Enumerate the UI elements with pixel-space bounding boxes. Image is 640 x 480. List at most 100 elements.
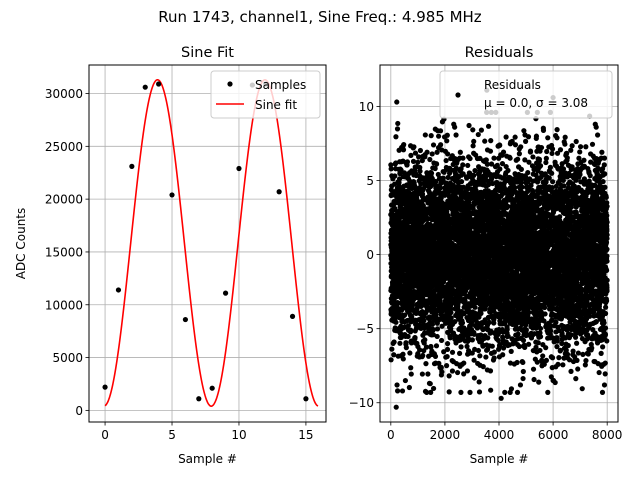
residual-point — [427, 381, 433, 387]
residual-point — [388, 162, 394, 168]
residual-point — [433, 161, 440, 167]
sine-fit-legend-box — [210, 70, 321, 119]
residual-point — [448, 315, 454, 321]
sine-fit-xtick-label: 10 — [231, 428, 246, 442]
residual-point — [394, 126, 401, 132]
residual-point — [409, 314, 415, 320]
residual-point — [416, 154, 422, 160]
residual-point — [445, 151, 451, 157]
residual-point — [514, 389, 521, 395]
residual-point — [470, 127, 476, 133]
residual-point — [401, 170, 408, 176]
residual-point — [488, 387, 494, 393]
residual-point — [433, 343, 440, 349]
residual-point — [469, 337, 475, 343]
residual-point — [395, 120, 401, 127]
residual-point — [444, 353, 450, 360]
residual-point — [408, 365, 414, 371]
residual-point — [437, 294, 444, 301]
legend-sine-fit-label: Sine fit — [255, 98, 297, 112]
sample-point — [276, 189, 282, 195]
residual-point — [424, 389, 430, 395]
residual-point — [419, 157, 425, 164]
residual-point — [428, 343, 434, 350]
residual-point — [429, 175, 435, 182]
residual-point — [412, 150, 419, 156]
residual-point — [439, 369, 445, 375]
residual-point — [477, 353, 483, 359]
residual-point — [486, 319, 492, 325]
residual-point — [459, 320, 466, 326]
residual-point — [408, 371, 414, 377]
residual-point — [397, 340, 403, 346]
residual-point — [467, 155, 473, 162]
residual-point — [421, 348, 427, 354]
residuals-data — [388, 87, 610, 410]
residual-point — [405, 323, 411, 329]
sine-fit-legend: Samples Sine fit — [210, 70, 321, 119]
residual-point — [478, 310, 484, 317]
residual-point — [491, 155, 497, 161]
residual-point — [487, 368, 494, 374]
sample-point — [289, 313, 296, 319]
residual-point — [471, 138, 477, 145]
residual-point — [434, 149, 440, 155]
residual-point — [478, 127, 484, 133]
residual-point — [446, 389, 452, 395]
residual-point — [520, 375, 526, 382]
residual-point — [453, 132, 459, 138]
residual-point — [520, 368, 526, 375]
residual-point — [400, 351, 406, 357]
sine-fit-ytick-label: 25000 — [45, 140, 83, 154]
residual-point — [444, 341, 451, 347]
sample-point — [182, 316, 189, 323]
residual-point — [476, 379, 482, 385]
residual-point — [444, 132, 450, 138]
residual-point — [472, 304, 478, 310]
residual-point — [429, 321, 436, 327]
residual-point — [419, 371, 425, 377]
residual-point — [438, 337, 445, 344]
residual-point — [422, 132, 428, 138]
residual-point — [435, 171, 441, 178]
residual-point — [444, 138, 450, 144]
sample-point — [169, 192, 175, 198]
sample-point — [156, 81, 162, 87]
residual-point — [480, 364, 486, 370]
residual-point — [408, 152, 414, 158]
residual-point — [517, 382, 524, 388]
residual-point — [389, 346, 395, 352]
residual-point — [402, 312, 408, 318]
residual-point — [457, 149, 463, 155]
sample-point — [129, 163, 135, 169]
sine-fit-axes-frame — [88, 64, 327, 423]
residual-point — [518, 166, 524, 172]
residual-point — [485, 123, 492, 129]
residual-point — [388, 357, 394, 363]
sine-fit-ytick-label: 5000 — [52, 351, 83, 365]
sample-point — [142, 84, 148, 90]
residual-point — [475, 347, 482, 354]
residual-point — [449, 368, 456, 374]
residual-point — [443, 157, 449, 164]
residual-point — [519, 184, 525, 190]
residual-point — [508, 386, 515, 392]
residual-point — [436, 360, 442, 366]
residual-point — [471, 172, 477, 178]
sine-fit-panel: Sine Fit 0 5 10 150500010000150002000025000… — [14, 45, 327, 466]
residual-point — [454, 369, 461, 376]
residual-point — [407, 178, 413, 184]
residual-point — [489, 343, 495, 349]
residual-point — [406, 384, 412, 391]
residual-point — [438, 364, 444, 370]
residual-point — [512, 134, 518, 140]
residual-point — [470, 143, 476, 149]
residual-point — [418, 181, 424, 187]
residual-point — [461, 360, 467, 366]
sample-point — [303, 396, 309, 402]
residual-point — [516, 151, 522, 157]
residual-point — [458, 344, 464, 350]
residual-point — [407, 350, 413, 356]
residual-point — [423, 344, 429, 350]
